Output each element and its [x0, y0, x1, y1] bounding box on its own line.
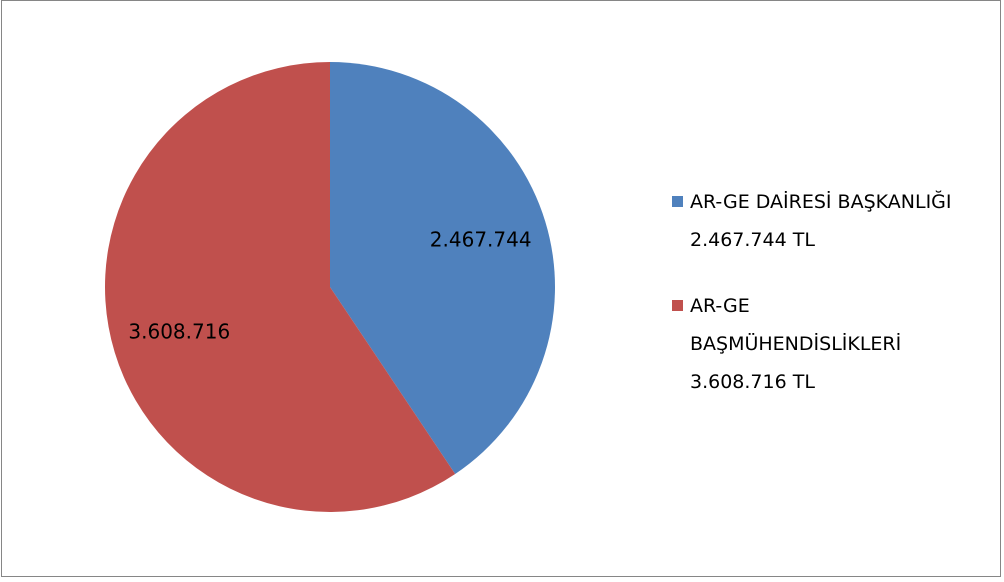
legend-swatch	[672, 300, 683, 311]
data-label: 2.467.744	[430, 228, 532, 252]
legend-label: AR-GE DAİRESİ BAŞKANLIĞI 2.467.744 TL	[690, 191, 952, 251]
legend: AR-GE DAİRESİ BAŞKANLIĞI 2.467.744 TL AR-…	[672, 183, 952, 429]
legend-item: AR-GE DAİRESİ BAŞKANLIĞI 2.467.744 TL	[672, 183, 952, 259]
legend-label: AR-GE BAŞMÜHENDİSLİKLERİ 3.608.716 TL	[690, 295, 902, 393]
pie-slice	[330, 62, 555, 474]
legend-item: AR-GE BAŞMÜHENDİSLİKLERİ 3.608.716 TL	[672, 287, 952, 401]
data-label: 3.608.716	[128, 319, 230, 343]
pie-slice	[104, 62, 456, 513]
legend-swatch	[672, 196, 683, 207]
